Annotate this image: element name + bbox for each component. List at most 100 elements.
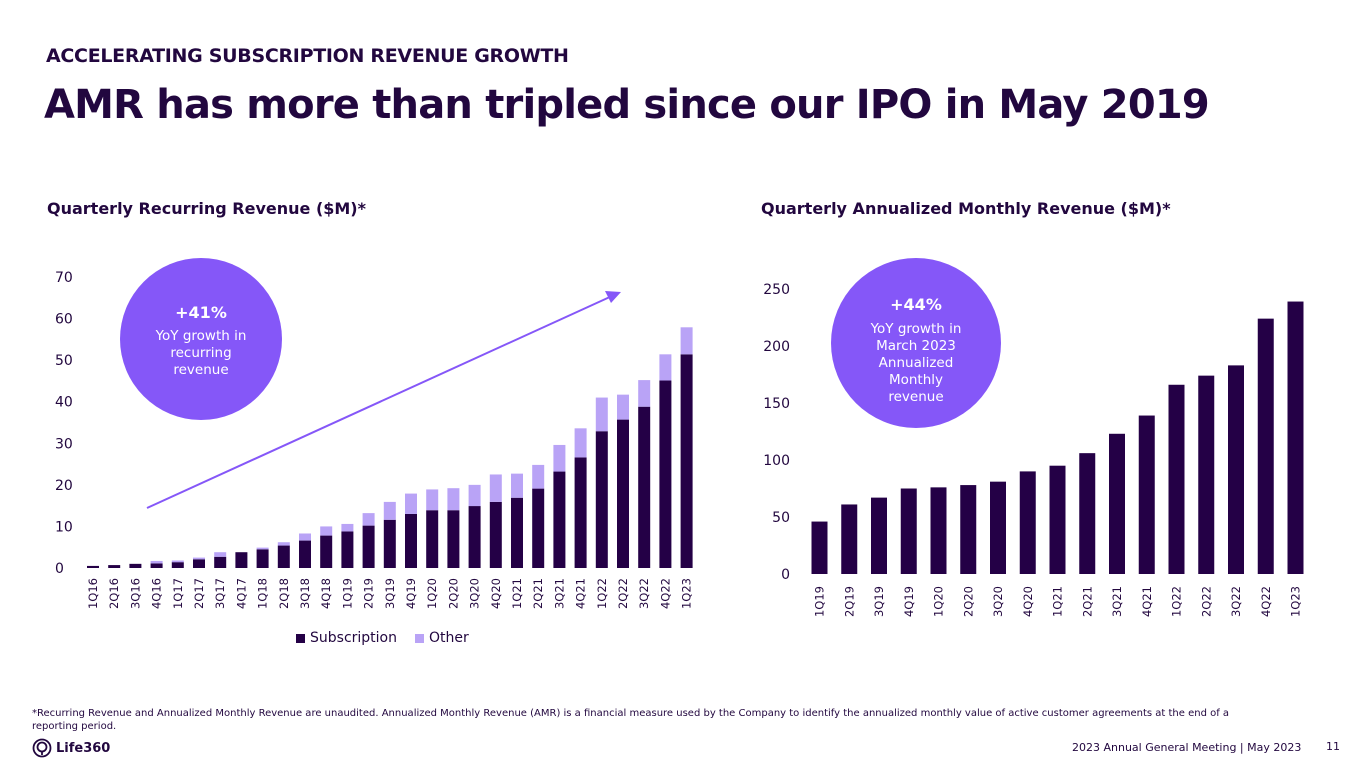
x-tick-label: 4Q21 (574, 578, 588, 609)
x-tick-label: 2Q20 (446, 578, 460, 609)
bar-subscription-3Q20 (468, 506, 481, 568)
bar-other-1Q21 (511, 473, 523, 498)
x-tick-label: 4Q16 (150, 578, 164, 609)
bar-subscription-4Q19 (405, 513, 417, 568)
x-tick-label: 2Q20 (961, 586, 975, 617)
footnote: *Recurring Revenue and Annualized Monthl… (32, 708, 1230, 732)
x-tick-label: 3Q19 (872, 586, 886, 617)
right-chart-title: Quarterly Annualized Monthly Revenue ($M… (761, 199, 1171, 218)
x-tick-label: 3Q16 (128, 578, 142, 609)
y-tick-label: 50 (772, 510, 790, 526)
logo-text: Life360 (56, 740, 111, 756)
bar-subscription-1Q23 (680, 354, 693, 568)
bar-amr-1Q21 (1049, 465, 1066, 574)
bar-subscription-3Q18 (299, 540, 311, 568)
amr-chart: 0 50 100 150 200 250 1Q19 2Q19 3Q19 4Q19 1Q20 2Q20 3… (763, 258, 1304, 617)
y-tick-label: 60 (55, 312, 73, 328)
x-tick-label: 4Q20 (1021, 586, 1035, 617)
bar-other-4Q22 (659, 354, 672, 381)
bar-other-4Q18 (320, 526, 333, 536)
y-tick-label: 40 (55, 395, 73, 411)
bar-other-2Q17 (193, 557, 205, 560)
bar-amr-4Q19 (900, 488, 917, 574)
callout-circle (831, 258, 1001, 428)
bar-other-1Q23 (680, 327, 693, 355)
bar-subscription-1Q19 (341, 531, 354, 568)
bar-subscription-1Q20 (426, 510, 439, 568)
legend-item-subscription: Subscription (296, 630, 397, 646)
y-tick-label: 20 (55, 478, 73, 494)
x-tick-label: 1Q19 (340, 578, 354, 609)
x-tick-label: 3Q18 (298, 578, 312, 609)
life360-logo: Life360 (32, 738, 110, 758)
bar-other-1Q20 (426, 489, 439, 511)
callout-text-line: revenue (173, 362, 228, 378)
x-tick-label: 3Q20 (468, 578, 482, 609)
x-tick-label: 4Q21 (1140, 586, 1154, 617)
bar-subscription-2Q18 (277, 545, 290, 568)
bar-subscription-2Q19 (362, 525, 375, 568)
x-tick-label: 4Q20 (489, 578, 503, 609)
callout-value: +44% (890, 295, 942, 314)
life360-logo-icon (32, 738, 52, 758)
bar-amr-3Q22 (1228, 365, 1244, 574)
bar-other-3Q19 (383, 501, 396, 520)
x-tick-label: 4Q19 (404, 578, 418, 609)
bar-other-1Q19 (341, 523, 354, 532)
bar-subscription-1Q18 (256, 549, 269, 568)
x-tick-label: 3Q21 (552, 578, 566, 609)
bar-subscription-2Q16 (108, 565, 121, 568)
x-tick-label: 1Q22 (1170, 586, 1184, 617)
bar-amr-3Q19 (871, 497, 887, 574)
bar-subscription-3Q16 (129, 563, 142, 568)
x-tick-label: 4Q22 (658, 578, 672, 609)
x-tick-label: 4Q22 (1259, 586, 1273, 617)
bar-subscription-4Q22 (659, 380, 672, 568)
bar-subscription-1Q17 (171, 562, 184, 568)
y-tick-label: 50 (55, 353, 73, 369)
x-tick-label: 1Q23 (680, 578, 694, 609)
bar-subscription-2Q22 (617, 419, 629, 568)
bar-other-2Q18 (277, 542, 290, 546)
x-tick-label: 1Q20 (932, 586, 946, 617)
bar-subscription-4Q16 (150, 563, 163, 568)
trend-arrow-head (605, 291, 621, 303)
bar-other-2Q20 (447, 488, 460, 511)
bar-other-4Q16 (150, 560, 163, 564)
y-tick-label: 250 (763, 282, 790, 298)
callout-text-line: revenue (888, 389, 943, 405)
bar-other-4Q20 (489, 474, 502, 502)
x-tick-label: 1Q16 (86, 578, 100, 609)
trend-arrow (146, 291, 621, 509)
bar-subscription-4Q17 (235, 552, 248, 568)
x-tick-label: 3Q17 (213, 578, 227, 609)
bar-other-2Q22 (617, 394, 629, 420)
x-tick-label: 2Q17 (192, 578, 206, 609)
bar-other-4Q19 (405, 493, 417, 514)
trend-arrow-line (146, 295, 613, 509)
bar-subscription-2Q17 (193, 559, 205, 568)
bar-other-1Q17 (171, 560, 184, 563)
bar-amr-3Q21 (1109, 433, 1125, 574)
bar-amr-1Q22 (1168, 384, 1185, 574)
x-tick-label: 1Q17 (171, 578, 185, 609)
x-tick-label: 1Q18 (256, 578, 270, 609)
legend-swatch-other (415, 633, 424, 643)
bar-subscription-2Q21 (532, 488, 545, 568)
callout-text-line: recurring (170, 345, 231, 361)
bar-subscription-3Q22 (638, 406, 651, 568)
chart-legend: Subscription Other (296, 630, 481, 646)
x-tick-label: 3Q20 (991, 586, 1005, 617)
y-tick-label: 150 (763, 396, 790, 412)
y-tick-label: 70 (55, 270, 73, 286)
x-tick-label: 1Q20 (425, 578, 439, 609)
bar-amr-1Q20 (930, 487, 947, 574)
legend-label-subscription: Subscription (310, 630, 397, 646)
bar-subscription-4Q18 (320, 535, 333, 568)
callout-value: +41% (175, 303, 227, 322)
x-tick-label: 2Q22 (1199, 586, 1213, 617)
bar-amr-4Q22 (1257, 318, 1274, 574)
